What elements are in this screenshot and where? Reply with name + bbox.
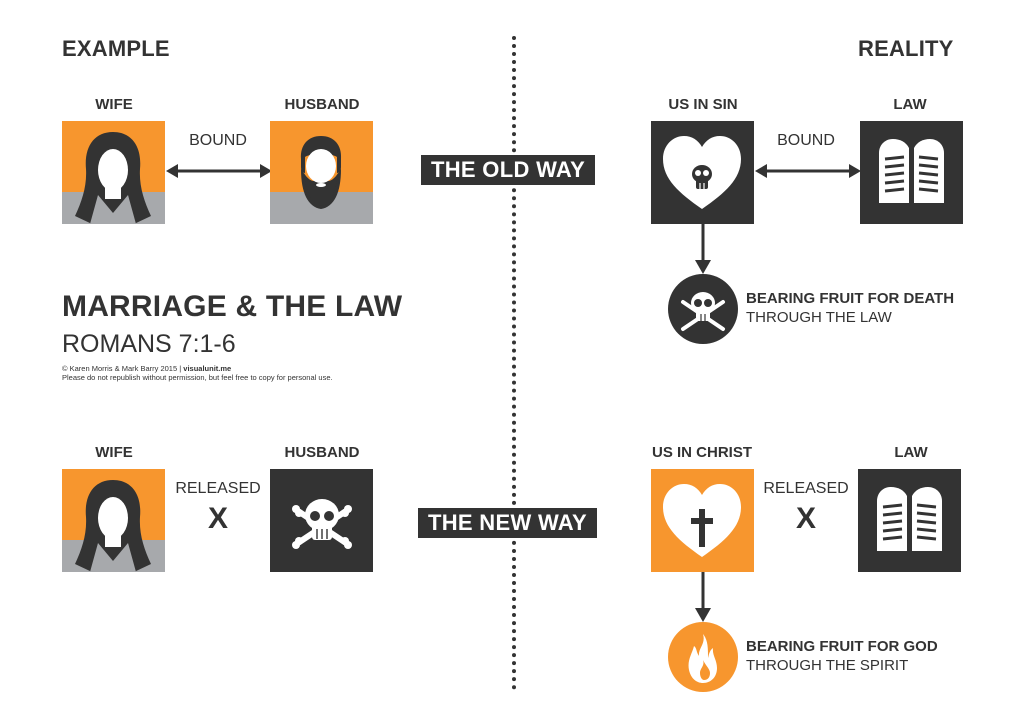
bound-arrow-example [166,164,272,178]
redeemed-heart-box [651,469,754,572]
dead-husband-box [270,469,373,572]
husband-label-bottom: HUSBAND [284,444,360,461]
fruit-god-heading: BEARING FRUIT FOR GOD [746,638,938,655]
copyright-line: © Karen Morris & Mark Barry 2015 | visua… [62,364,231,373]
law-tablets-box-top [860,121,963,224]
woman-icon [62,121,165,224]
example-heading: EXAMPLE [62,36,170,61]
released-label-reality: RELEASED [763,480,849,497]
fruit-god-subtext: THROUGH THE SPIRIT [746,657,909,674]
tablets-icon [858,469,961,572]
page-title: MARRIAGE & THE LAW [62,290,403,323]
bound-label-reality: BOUND [777,132,835,149]
heart-cross-icon [651,469,754,572]
wife-label-bottom: WIFE [95,444,133,461]
center-divider [512,36,516,690]
law-label-bottom: LAW [894,444,928,461]
fruit-death-heading: BEARING FRUIT FOR DEATH [746,290,955,307]
death-skull-icon [668,274,738,344]
scripture-reference: ROMANS 7:1-6 [62,330,236,358]
wife-portrait-top [62,121,165,224]
down-arrow-god [695,572,711,622]
us-in-sin-label: US IN SIN [668,96,738,113]
down-arrow-death [695,224,711,274]
man-icon [270,121,373,224]
reality-heading: REALITY [858,36,954,61]
spirit-flame-icon [668,622,738,692]
us-in-christ-label: US IN CHRIST [651,444,752,461]
copyright-separator: | [179,364,184,373]
wife-portrait-bottom [62,469,165,572]
skull-crossbones-icon [270,469,373,572]
sinful-heart-box [651,121,754,224]
woman-icon [62,469,165,572]
fruit-death-subtext: THROUGH THE LAW [746,309,892,326]
husband-portrait-top [270,121,373,224]
tablets-icon [860,121,963,224]
law-label-top: LAW [893,96,927,113]
bound-arrow-reality [755,164,861,178]
copyright-notice: Please do not republish without permissi… [62,373,333,382]
bound-label-example: BOUND [189,132,247,149]
husband-label-top: HUSBAND [284,96,360,113]
wife-label-top: WIFE [95,96,133,113]
released-x-reality: X [795,502,816,535]
old-way-banner: THE OLD WAY [421,155,596,185]
law-tablets-box-bottom [858,469,961,572]
heart-skull-icon [651,121,754,224]
site-link: visualunit.me [183,364,232,373]
new-way-banner: THE NEW WAY [418,508,597,538]
released-label-example: RELEASED [175,480,261,497]
released-x-example: X [207,502,228,535]
copyright-credit: © Karen Morris & Mark Barry 2015 [62,364,178,373]
